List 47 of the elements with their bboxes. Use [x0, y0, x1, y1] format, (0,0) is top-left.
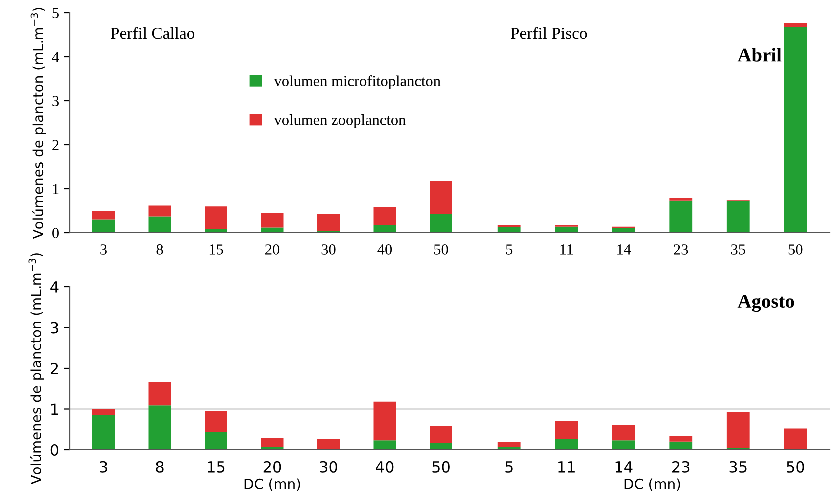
x-tick-label: 40 — [376, 461, 394, 473]
y-tick-label: 0 — [50, 444, 59, 456]
x-tick-label: 11 — [558, 462, 575, 473]
x-tick-label: 3 — [100, 461, 108, 473]
text: Perfil Pisco — [510, 27, 588, 40]
x-tick-label: 20 — [266, 244, 280, 255]
x-tick-label: 50 — [432, 461, 450, 473]
x-tick-label: 8 — [156, 244, 164, 255]
y-tick-label: 4 — [52, 52, 60, 62]
x-tick-label: 3 — [100, 244, 107, 255]
x-tick-label: 5 — [506, 462, 513, 473]
x-axis-title: DC (mn) — [244, 478, 300, 492]
x-tick-label: 50 — [434, 244, 448, 255]
legend-label: volumen microfitoplancton — [274, 76, 441, 90]
y-tick-label: 4 — [50, 282, 59, 293]
x-tick-label: 35 — [731, 244, 746, 255]
x-tick-label: 40 — [378, 244, 392, 255]
annotation: Abril — [738, 48, 782, 62]
legend-label: volumen zooplancton — [274, 114, 406, 128]
y-tick-label: 0 — [52, 228, 59, 238]
x-tick-label: 50 — [788, 244, 803, 255]
x-tick-label: 35 — [730, 461, 747, 473]
y-tick-label: 2 — [52, 140, 59, 150]
x-tick-label: 14 — [616, 462, 633, 473]
x-tick-label: 11 — [560, 244, 574, 255]
text: Perfil Callao — [110, 27, 195, 40]
y-tick-label: 3 — [51, 322, 58, 334]
x-tick-label: 5 — [506, 244, 513, 255]
y-axis-title: Volúmenes de plancton (mL.m$^{−3}$) — [28, 254, 44, 485]
y-tick-label: 1 — [52, 404, 58, 416]
y-tick-label: 5 — [52, 8, 59, 18]
x-tick-label: 14 — [618, 244, 632, 255]
x-tick-label: 50 — [787, 461, 804, 473]
x-tick-label: 23 — [674, 244, 688, 255]
x-tick-label: 20 — [264, 461, 282, 473]
y-tick-label: 2 — [50, 362, 58, 374]
x-tick-label: 15 — [208, 462, 225, 473]
x-tick-label: 30 — [322, 244, 336, 255]
x-axis-title: DC (mn) — [624, 478, 680, 492]
x-tick-label: 15 — [210, 244, 224, 255]
x-tick-label: 23 — [672, 461, 690, 473]
y-tick-label: 3 — [52, 96, 59, 106]
y-axis-title: Volúmenes de plancton (mL.m$^{−3}$) — [30, 8, 46, 240]
x-tick-label: 30 — [320, 461, 338, 473]
x-tick-label: 8 — [156, 461, 164, 473]
y-tick-label: 1 — [53, 184, 59, 194]
annotation: Agosto — [738, 294, 794, 312]
